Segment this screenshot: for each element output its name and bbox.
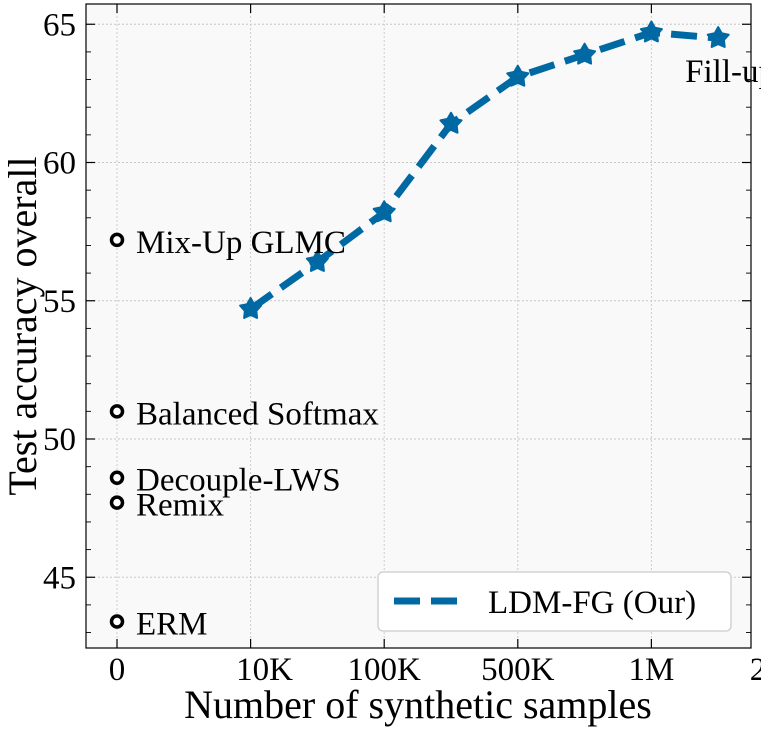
x-tick-label: 2.6M <box>750 652 761 688</box>
x-tick-label: 100K <box>348 652 422 688</box>
legend: LDM-FG (Our) <box>377 571 732 632</box>
x-tick-label: 0 <box>109 652 126 688</box>
series-star-marker <box>573 42 597 65</box>
baseline-label: Mix-Up GLMC <box>136 225 346 261</box>
baseline-label: Fill-up <box>685 54 761 90</box>
y-tick-label: 50 <box>43 422 76 458</box>
ldm-fg-series-markers <box>239 20 730 319</box>
legend-entry-ldm-fg: LDM-FG (Our) <box>488 585 696 621</box>
x-tick-labels: 0 10K 100K 500K 1M 2.6M <box>109 652 761 688</box>
y-tick-label: 45 <box>43 560 76 596</box>
baseline-point <box>109 470 125 485</box>
x-axis-label: Number of synthetic samples <box>184 682 652 727</box>
baseline-point <box>109 495 125 510</box>
baseline-label: Balanced Softmax <box>136 396 379 432</box>
baseline-label: Decouple-LWS <box>136 463 341 499</box>
series-star-marker <box>239 297 263 319</box>
baseline-label: Remix <box>136 488 224 524</box>
plot-frame <box>85 3 752 649</box>
baseline-point <box>109 404 125 419</box>
series-star-marker <box>305 250 329 272</box>
series-star-marker <box>372 200 396 223</box>
baseline-label: ERM <box>136 606 208 642</box>
minor-ticks <box>86 4 751 648</box>
baseline-points: Mix-Up GLMC Balanced Softmax Decouple-LWSR… <box>109 54 761 642</box>
legend-frame <box>377 571 732 632</box>
y-tick-labels: 45 50 55 60 65 <box>43 7 76 596</box>
ldm-fg-series-line <box>248 28 719 312</box>
series-star-marker <box>639 20 663 43</box>
series-star-marker <box>706 26 730 48</box>
y-tick-label: 65 <box>43 7 76 43</box>
plot-area <box>86 4 751 648</box>
series-star-marker <box>439 111 463 134</box>
x-tick-label: 500K <box>481 652 555 688</box>
series-star-marker <box>506 64 530 87</box>
x-tick-label: 1M <box>628 652 674 688</box>
baseline-point <box>109 614 125 629</box>
y-tick-label: 55 <box>43 284 76 320</box>
x-tick-label: 10K <box>236 652 293 688</box>
y-tick-label: 60 <box>43 146 76 182</box>
baseline-point <box>109 232 125 248</box>
y-axis-label: Test accuracy overall <box>0 156 45 495</box>
